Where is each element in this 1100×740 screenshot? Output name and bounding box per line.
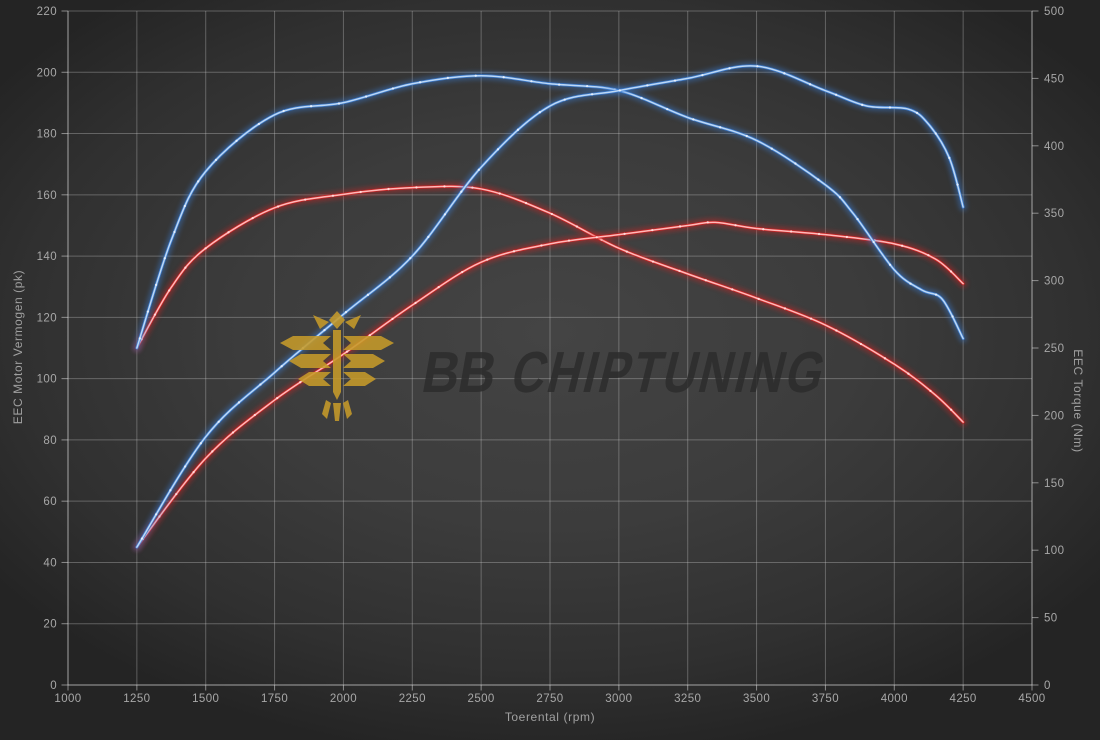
svg-text:3500: 3500	[743, 693, 770, 705]
left-axis-title: EEC Motor Vermogen (pk)	[11, 269, 25, 425]
svg-text:2750: 2750	[536, 693, 563, 705]
right-axis-title: EEC Torque (Nm)	[1071, 349, 1085, 453]
svg-text:1000: 1000	[54, 693, 81, 705]
svg-text:60: 60	[43, 496, 57, 508]
svg-text:50: 50	[1044, 613, 1058, 625]
svg-text:100: 100	[37, 374, 57, 386]
svg-text:4000: 4000	[881, 693, 908, 705]
svg-text:0: 0	[1044, 680, 1051, 692]
svg-text:3750: 3750	[812, 693, 839, 705]
svg-text:3250: 3250	[674, 693, 701, 705]
svg-text:1500: 1500	[192, 693, 219, 705]
svg-text:250: 250	[1044, 343, 1064, 355]
svg-text:200: 200	[1044, 410, 1064, 422]
svg-text:2500: 2500	[468, 693, 495, 705]
svg-text:500: 500	[1044, 6, 1064, 18]
svg-text:4250: 4250	[950, 693, 977, 705]
svg-text:1750: 1750	[261, 693, 288, 705]
svg-text:350: 350	[1044, 208, 1064, 220]
svg-text:220: 220	[37, 6, 57, 18]
svg-text:20: 20	[43, 619, 57, 631]
watermark: BBCHIPTUNING	[276, 310, 834, 422]
brand-text-bb: BB	[417, 340, 501, 405]
svg-text:140: 140	[37, 251, 57, 263]
svg-text:450: 450	[1044, 73, 1064, 85]
svg-text:4500: 4500	[1018, 693, 1045, 705]
svg-text:120: 120	[37, 312, 57, 324]
svg-text:200: 200	[37, 67, 57, 79]
brand-text: BBCHIPTUNING	[417, 340, 897, 405]
brand-text-chiptuning: CHIPTUNING	[505, 340, 834, 405]
svg-text:160: 160	[37, 190, 57, 202]
svg-text:300: 300	[1044, 276, 1064, 288]
svg-text:2250: 2250	[399, 693, 426, 705]
svg-text:80: 80	[43, 435, 57, 447]
svg-text:40: 40	[43, 557, 57, 569]
svg-text:400: 400	[1044, 141, 1064, 153]
svg-text:2000: 2000	[330, 693, 357, 705]
svg-text:1250: 1250	[123, 693, 150, 705]
svg-text:0: 0	[50, 680, 57, 692]
svg-text:100: 100	[1044, 545, 1064, 557]
x-axis-title: Toerental (rpm)	[504, 710, 596, 724]
phoenix-logo-icon	[280, 311, 394, 421]
svg-text:180: 180	[37, 129, 57, 141]
svg-text:150: 150	[1044, 478, 1064, 490]
svg-text:3000: 3000	[605, 693, 632, 705]
